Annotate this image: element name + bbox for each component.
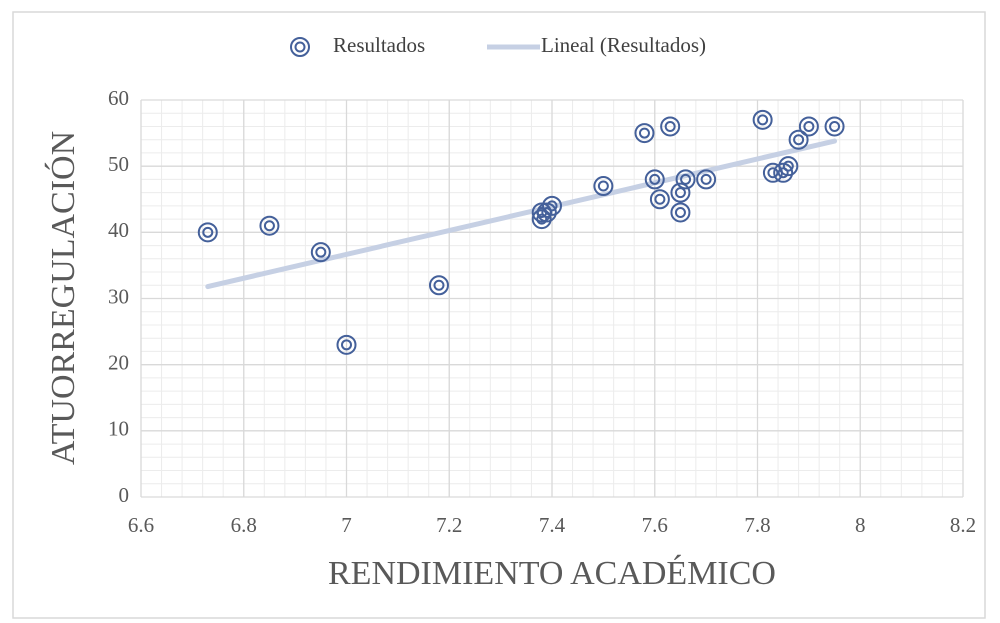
point-ring [674,187,686,199]
point [259,215,280,236]
point-ring [310,242,331,263]
point [670,182,691,203]
point-ring [638,127,650,139]
x-tick-label: 6.8 [231,513,257,537]
point-ring [593,176,614,197]
point-ring [531,209,552,230]
point-ring [654,193,666,205]
point-ring [788,129,809,150]
y-tick-label: 50 [108,152,129,176]
x-tick-label: 8.2 [950,513,976,537]
point-ring [597,180,609,192]
point-ring [197,222,218,243]
point [670,202,691,223]
point-ring [536,213,548,225]
point [310,242,331,263]
point [773,162,794,183]
point-ring [752,109,773,130]
point-ring [428,275,449,296]
point-ring [696,169,717,190]
point-ring [536,202,557,223]
point-ring [263,220,275,232]
point [336,334,357,355]
y-tick-label: 40 [108,218,129,242]
point-ring [803,120,815,132]
point-ring [782,160,794,172]
y-tick-label: 30 [108,284,129,308]
y-tick-label: 20 [108,350,129,374]
point-ring [649,189,670,210]
point-ring [315,246,327,258]
point [428,275,449,296]
point [778,156,799,177]
point-ring [660,116,681,137]
point-ring [336,334,357,355]
point [788,129,809,150]
point [197,222,218,243]
point-ring [670,202,691,223]
point [752,109,773,130]
point-ring [634,123,655,144]
point-ring [202,226,214,238]
point-ring [649,173,661,185]
point [593,176,614,197]
point [644,169,665,190]
x-tick-label: 7.6 [642,513,668,537]
trendline [205,138,838,290]
point-ring [341,339,352,351]
y-tick-label: 10 [108,417,129,441]
point-ring [546,200,558,212]
point [634,123,655,144]
x-axis-title: RENDIMIENTO ACADÉMICO [328,555,776,592]
legend-marker [290,37,310,57]
point [536,202,557,223]
point [824,116,845,137]
point-ring [777,167,789,179]
point [696,169,717,190]
y-tick-label: 0 [119,483,130,507]
point [660,116,681,137]
point-ring [767,167,779,179]
legend-label: Lineal (Resultados) [541,33,706,57]
point-ring [675,169,696,190]
legend-marker [294,41,306,53]
point [649,189,670,210]
point [798,116,819,137]
y-axis-title: ATUORREGULACIÓN [44,131,82,465]
point-ring [664,120,676,132]
point [542,195,562,216]
x-tick-label: 7.8 [744,513,770,537]
point-ring [700,173,712,185]
point-ring [773,162,794,183]
point-ring [644,169,665,190]
point [531,209,552,230]
point-ring [433,279,445,291]
point-ring [542,195,562,216]
point [675,169,696,190]
point-ring [680,173,692,185]
x-tick-label: 8 [855,513,866,537]
x-tick-label: 7.4 [539,513,566,537]
x-tick-label: 7.2 [436,513,462,537]
point-ring [757,114,769,126]
point-ring [670,182,691,203]
point-ring [829,120,841,132]
point-ring [793,134,805,146]
x-tick-label: 6.6 [128,513,154,537]
point-ring [541,206,553,218]
point-ring [674,206,686,218]
legend-label: Resultados [333,33,425,57]
point-ring [824,116,845,137]
point-ring [778,156,799,177]
point-ring [259,215,280,236]
y-tick-label: 60 [108,86,129,110]
point-ring [798,116,819,137]
x-tick-label: 7 [341,513,352,537]
